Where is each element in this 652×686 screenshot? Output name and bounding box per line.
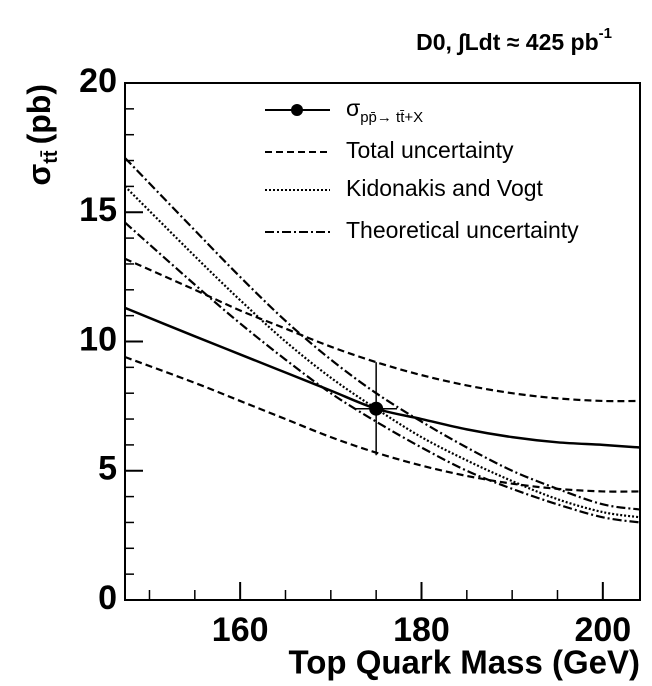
- legend-label: Total uncertainty: [346, 137, 514, 163]
- curve-upper: [124, 257, 641, 403]
- legend-marker: [291, 104, 303, 116]
- legend-name-sub: pp̄→ tt̄+X: [360, 109, 423, 126]
- annotation-text: D0, ∫Ldt ≈ 425 pb: [416, 29, 599, 56]
- x-tick-label: 180: [393, 611, 450, 649]
- annotation: D0, ∫Ldt ≈ 425 pb-1: [416, 25, 612, 56]
- y-tick-label: 15: [79, 191, 117, 229]
- y-axis-label: σtt̄ (pb): [21, 84, 62, 186]
- curve-values: [124, 306, 641, 449]
- x-axis-label: Top Quark Mass (GeV): [289, 644, 640, 681]
- curve-lower: [124, 221, 641, 524]
- x-tick-label: 200: [574, 611, 631, 649]
- legend-name: Kidonakis and Vogt: [346, 175, 544, 201]
- legend-name: σ: [346, 95, 360, 121]
- y-tick-label: 10: [79, 320, 117, 358]
- legend-label: Kidonakis and Vogt: [346, 175, 544, 201]
- y-label-sub: tt̄: [40, 150, 62, 164]
- y-tick-label: 0: [98, 579, 117, 617]
- y-tick-label: 20: [79, 62, 117, 100]
- y-tick-label: 5: [98, 450, 117, 488]
- legend-name: Total uncertainty: [346, 137, 514, 163]
- x-tick-label: 160: [212, 611, 269, 649]
- curve-lower: [124, 355, 641, 493]
- legend-name: Theoretical uncertainty: [346, 217, 579, 243]
- y-label-symbol: σ: [21, 164, 57, 186]
- y-label-unit: (pb): [21, 84, 57, 144]
- curve-upper: [124, 157, 641, 511]
- annotation-sup: -1: [599, 25, 612, 42]
- data-point: [369, 401, 384, 416]
- legend-label: Theoretical uncertainty: [346, 217, 579, 243]
- legend-label: σpp̄→ tt̄+X: [346, 95, 423, 126]
- curve-values: [124, 185, 641, 519]
